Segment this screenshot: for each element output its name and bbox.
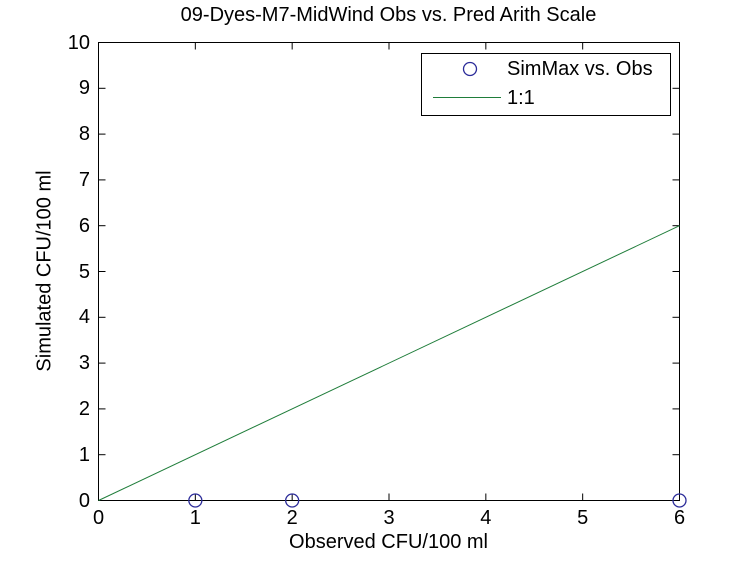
legend-symbol-area	[422, 55, 507, 84]
y-tick-label: 2	[78, 397, 90, 420]
data-point-marker	[672, 493, 687, 508]
data-point-marker	[285, 493, 300, 508]
y-tick-label: 1	[78, 443, 90, 466]
x-tick-label: 5	[577, 507, 589, 529]
legend-box: SimMax vs. Obs 1:1	[421, 53, 671, 116]
y-tick-label: 3	[78, 352, 90, 375]
legend-label-one-to-one: 1:1	[507, 87, 535, 109]
y-tick-label: 5	[78, 260, 90, 283]
legend-label-simmax: SimMax vs. Obs	[507, 58, 653, 80]
one-to-one-line	[98, 225, 680, 501]
legend-entry-one-to-one: 1:1	[422, 84, 670, 113]
y-tick-label: 10	[67, 31, 90, 54]
x-tick-label: 0	[92, 507, 105, 529]
x-tick-label: 6	[673, 507, 686, 529]
circle-marker-icon	[462, 61, 478, 77]
legend-entry-simmax: SimMax vs. Obs	[422, 55, 670, 84]
y-tick-label: 0	[78, 489, 90, 512]
y-tick-label: 8	[78, 123, 90, 146]
chart-title: 09-Dyes-M7-MidWind Obs vs. Pred Arith Sc…	[180, 4, 597, 26]
y-tick-label: 4	[78, 306, 90, 329]
x-tick-label: 4	[480, 507, 492, 529]
y-tick-label: 7	[78, 168, 90, 191]
x-tick-label: 2	[286, 507, 298, 529]
data-point-marker	[188, 493, 203, 508]
x-tick-label: 3	[383, 507, 395, 529]
y-tick-label: 6	[78, 214, 90, 237]
x-tick-label: 1	[189, 507, 201, 529]
legend-symbol-area	[422, 84, 507, 113]
line-sample-icon	[433, 97, 501, 98]
y-tick-label: 9	[78, 77, 90, 100]
x-axis-label: Observed CFU/100 ml	[289, 531, 488, 553]
